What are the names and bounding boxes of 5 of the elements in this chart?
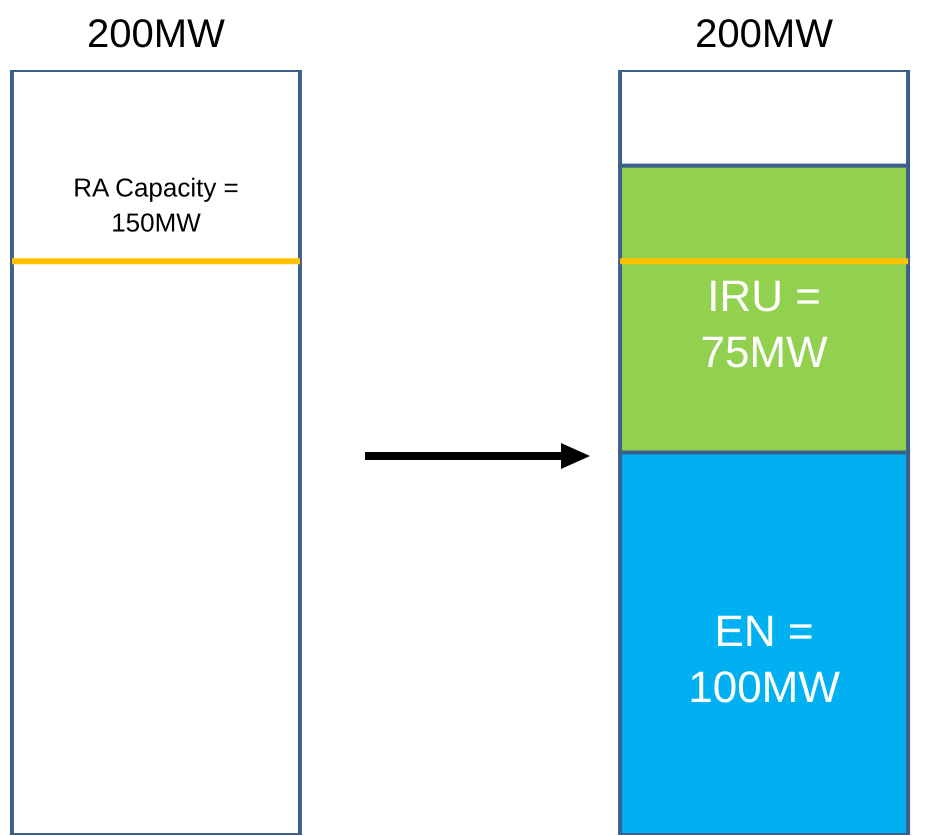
ref-line-label: RA Capacity = 150MW: [73, 172, 239, 238]
total-label: 200MW: [695, 12, 834, 56]
data-label: IRU = 75MW: [700, 272, 828, 378]
data-label: EN = 100MW: [688, 606, 840, 712]
total-label: 200MW: [87, 12, 226, 56]
